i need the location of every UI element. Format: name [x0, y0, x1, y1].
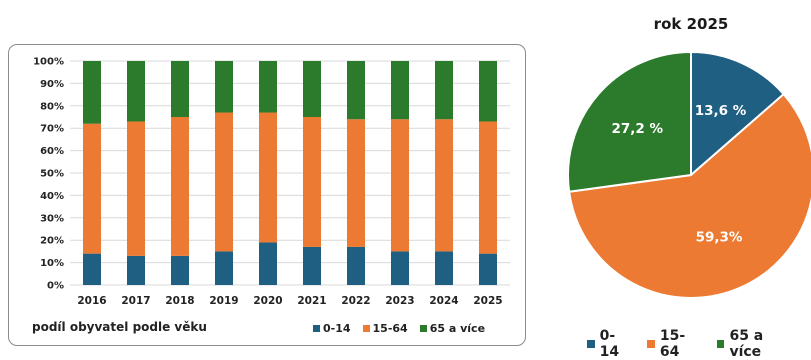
bar-segment: [259, 242, 277, 285]
bar-segment: [83, 61, 101, 124]
legend-item: 0-14: [587, 328, 633, 360]
bar-segment: [303, 117, 321, 247]
legend-swatch: [313, 325, 320, 332]
bar-segment: [435, 61, 453, 120]
bar-segment: [259, 61, 277, 113]
pie-slice-label: 13,6 %: [695, 103, 747, 119]
x-tick-label: 2022: [341, 295, 370, 307]
x-tick-label: 2019: [209, 295, 238, 307]
y-tick-label: 10%: [40, 258, 64, 269]
legend-label: 65 a více: [729, 328, 764, 360]
legend-item: 15-64: [647, 328, 703, 360]
legend-swatch: [647, 340, 655, 348]
bar-segment: [127, 255, 145, 285]
bar-segment: [127, 121, 145, 256]
pie-chart-legend: 0-14 15-64 65 a více: [587, 328, 811, 360]
bar-segment: [347, 61, 365, 120]
x-tick-label: 2023: [385, 295, 414, 307]
bar-segment: [347, 119, 365, 247]
x-tick-label: 2017: [121, 295, 150, 307]
pie-slice: [567, 50, 692, 193]
bar-segment: [83, 123, 101, 254]
legend-item: 0-14: [313, 322, 351, 335]
y-tick-label: 60%: [40, 146, 64, 157]
y-tick-label: 40%: [40, 191, 64, 202]
x-tick-label: 2020: [253, 295, 282, 307]
pie-chart: rok 2025 13,6 % 59,3% 27,2 %: [567, 15, 811, 299]
bar-segment: [83, 253, 101, 285]
x-tick-label: 2024: [429, 295, 458, 307]
legend-swatch: [716, 340, 725, 348]
bar-segment: [391, 251, 409, 285]
legend-swatch: [587, 340, 595, 348]
y-tick-label: 100%: [33, 57, 64, 68]
pie-title: rok 2025: [654, 15, 729, 33]
pie-slice-label: 59,3%: [696, 230, 743, 246]
legend-swatch: [362, 325, 370, 332]
legend-label: 15-64: [372, 322, 408, 335]
x-tick-label: 2018: [165, 295, 194, 307]
legend-swatch: [419, 325, 427, 332]
bar-segment: [479, 61, 497, 122]
legend-label: 0-14: [599, 328, 620, 360]
bar-segment: [127, 61, 145, 122]
bar-segment: [303, 246, 321, 285]
y-tick-label: 90%: [40, 79, 64, 90]
bar-segment: [215, 112, 233, 252]
bar-segment: [215, 61, 233, 113]
bar-segment: [215, 251, 233, 285]
bar-segment: [171, 255, 189, 285]
bar-segment: [347, 246, 365, 285]
legend-item: 65 a více: [716, 328, 797, 360]
y-tick-label: 80%: [40, 101, 64, 112]
bar-segment: [479, 253, 497, 285]
pie-slice-label: 27,2 %: [611, 121, 663, 137]
bar-segment: [303, 61, 321, 117]
bar-segment: [435, 119, 453, 252]
x-tick-label: 2016: [77, 295, 106, 307]
bar-segment: [259, 112, 277, 243]
legend-item: 65 a více: [419, 322, 486, 335]
x-tick-label: 2025: [473, 295, 502, 307]
bar-segment: [391, 119, 409, 252]
legend-label: 65 a více: [429, 322, 486, 335]
bar-segment: [171, 61, 189, 117]
y-tick-label: 70%: [40, 124, 64, 135]
pie-slice: [568, 92, 811, 299]
x-tick-label: 2021: [297, 295, 326, 307]
bar-chart-legend: 0-14 15-64 65 a více: [313, 322, 497, 335]
stacked-bar-chart: 0% 10% 20% 30% 40% 50% 60% 70% 80% 90% 100% 2016 201…: [33, 57, 510, 307]
legend-item: 15-64: [362, 322, 408, 335]
y-tick-label: 30%: [40, 213, 64, 224]
y-tick-label: 50%: [40, 169, 64, 180]
legend-label: 0-14: [323, 322, 351, 335]
bar-segment: [479, 121, 497, 254]
bar-segment: [391, 61, 409, 120]
legend-label: 15-64: [659, 328, 686, 360]
bar-segment: [435, 251, 453, 285]
bar-segment: [171, 117, 189, 256]
y-tick-label: 0%: [47, 281, 64, 292]
y-tick-label: 20%: [40, 236, 64, 247]
pie-slice: [690, 50, 786, 178]
bar-chart-caption: podíl obyvatel podle věku: [32, 320, 207, 334]
